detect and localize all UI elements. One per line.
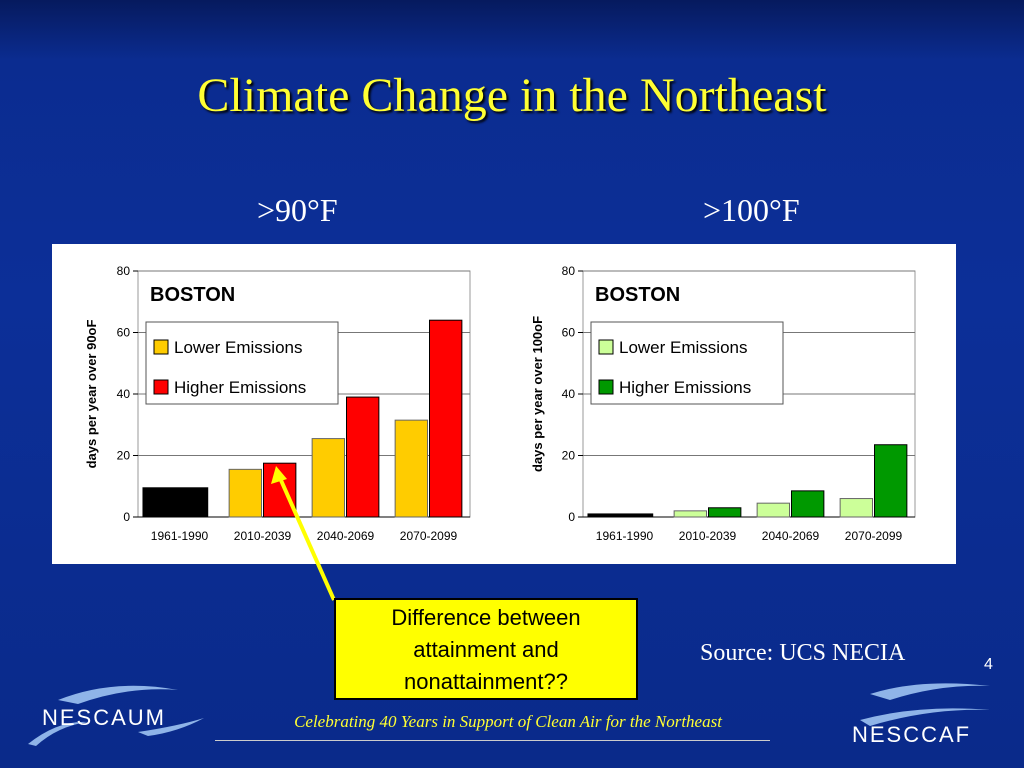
- left-chart-heading: >90°F: [257, 192, 338, 228]
- y-tick-label: 40: [117, 387, 131, 401]
- chart-1: 0 20 40 60 80 days per year over 90oF 1961-199…: [84, 264, 471, 543]
- bar-higher-emissions: [708, 507, 742, 518]
- legend-swatch: [153, 379, 169, 395]
- nesccaf-logo-text: NESCCAF: [852, 722, 971, 747]
- bar-higher-emissions: [874, 444, 908, 518]
- bar-lower-emissions: [228, 468, 263, 518]
- chart-panel: 0 20 40 60 80 days per year over 90oF 1961-199…: [52, 244, 956, 564]
- x-tick-label: 2040-2069: [762, 529, 820, 543]
- charts-svg: 0 20 40 60 80 days per year over 90oF 1961-199…: [84, 264, 916, 543]
- y-tick-label: 20: [117, 449, 131, 463]
- chart-2: 0 20 40 60 80 days per year over 100oF 1961-19…: [530, 264, 916, 543]
- x-tick-label: 2070-2099: [400, 529, 458, 543]
- bar-lower-emissions: [673, 510, 708, 518]
- y-axis-label: days per year over 90oF: [84, 320, 99, 469]
- x-tick-label: 2010-2039: [234, 529, 292, 543]
- footer-rule: [215, 740, 770, 741]
- arrow-head: [271, 466, 287, 484]
- legend-label: Higher Emissions: [619, 378, 751, 397]
- bar-higher-emissions: [791, 490, 825, 518]
- callout-line-3: nonattainment??: [404, 669, 568, 694]
- bar-higher-emissions: [429, 319, 463, 518]
- page-number: 4: [984, 656, 993, 673]
- callout-line-1: Difference between: [391, 605, 581, 630]
- footer-tagline: Celebrating 40 Years in Support of Clean…: [294, 712, 722, 731]
- x-tick-label: 2010-2039: [679, 529, 737, 543]
- bar-lower-emissions: [756, 502, 791, 518]
- y-axis-label: days per year over 100oF: [530, 316, 545, 472]
- wave-swoosh-icon: [860, 683, 990, 726]
- bar-lower-emissions: [839, 498, 874, 518]
- legend-box: [145, 321, 339, 405]
- right-chart-heading: >100°F: [703, 192, 800, 228]
- legend-label: Lower Emissions: [619, 338, 748, 357]
- bar-lower-emissions: [394, 419, 429, 518]
- legend-label: Lower Emissions: [174, 338, 303, 357]
- y-tick-label: 60: [562, 326, 576, 340]
- y-tick-label: 0: [568, 510, 575, 524]
- nesccaf-logo: NESCCAF: [852, 683, 990, 747]
- nescaum-logo: NESCAUM: [28, 685, 204, 746]
- y-tick-label: 20: [562, 449, 576, 463]
- bar-baseline: [587, 513, 654, 518]
- legend-swatch: [153, 339, 169, 355]
- arrow-shaft: [278, 477, 336, 601]
- callout-box: Difference between attainment and nonatt…: [334, 598, 638, 700]
- y-tick-label: 80: [117, 264, 131, 278]
- chart-title: BOSTON: [150, 284, 235, 306]
- x-tick-label: 2040-2069: [317, 529, 375, 543]
- legend-swatch: [598, 379, 614, 395]
- wave-swoosh-icon: [28, 685, 204, 746]
- x-tick-label: 2070-2099: [845, 529, 903, 543]
- y-tick-label: 40: [562, 387, 576, 401]
- callout-line-2: attainment and: [413, 637, 559, 662]
- bar-higher-emissions: [346, 396, 380, 518]
- legend-swatch: [598, 339, 614, 355]
- bar-baseline: [142, 487, 209, 518]
- chart-title: BOSTON: [595, 284, 680, 306]
- bar-lower-emissions: [311, 438, 346, 518]
- legend-box: [590, 321, 784, 405]
- y-tick-label: 60: [117, 326, 131, 340]
- x-tick-label: 1961-1990: [596, 529, 654, 543]
- legend-label: Higher Emissions: [174, 378, 306, 397]
- source-note: Source: UCS NECIA: [700, 640, 906, 666]
- nescaum-logo-text: NESCAUM: [42, 705, 166, 730]
- x-tick-label: 1961-1990: [151, 529, 209, 543]
- y-tick-label: 0: [123, 510, 130, 524]
- slide-title: Climate Change in the Northeast: [197, 69, 827, 122]
- y-tick-label: 80: [562, 264, 576, 278]
